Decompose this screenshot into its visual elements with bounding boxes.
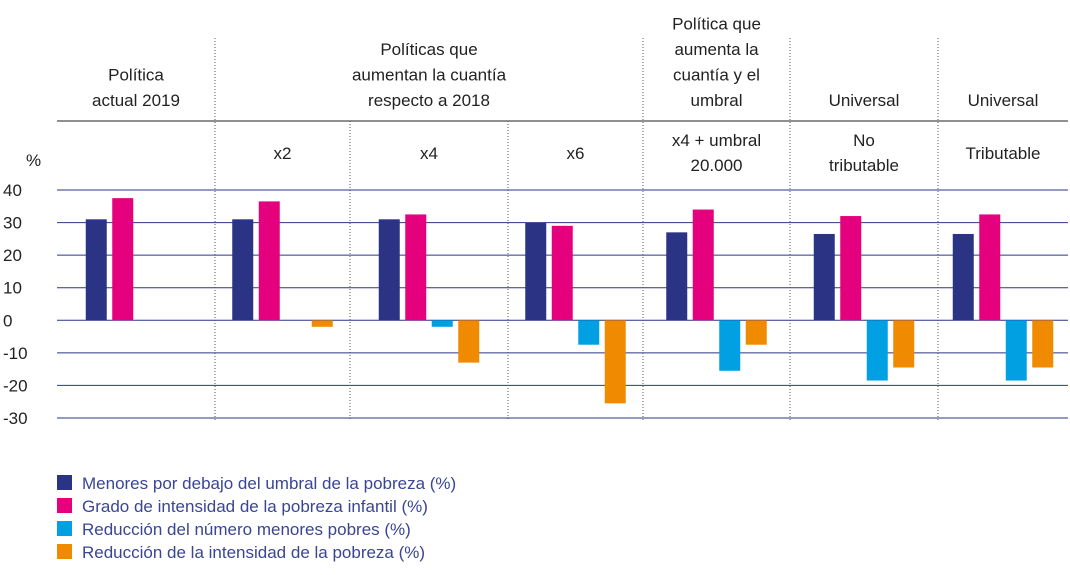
bar bbox=[311, 320, 333, 327]
bar bbox=[745, 320, 767, 345]
bar bbox=[979, 214, 1001, 321]
x-tick-label: Tributable bbox=[966, 144, 1041, 163]
bar bbox=[458, 320, 480, 363]
y-tick-label: 10 bbox=[3, 279, 22, 298]
legend-swatch bbox=[57, 475, 72, 490]
x-tick-label: x4 + umbral bbox=[672, 131, 761, 150]
bar bbox=[719, 320, 741, 371]
bar bbox=[866, 320, 888, 381]
y-tick-label: -30 bbox=[3, 409, 28, 428]
group-header: aumentan la cuantía bbox=[352, 66, 507, 85]
x-tick-label: x4 bbox=[420, 144, 438, 163]
x-tick-label: No bbox=[853, 131, 875, 150]
legend-label: Grado de intensidad de la pobreza infant… bbox=[82, 497, 428, 516]
bar bbox=[232, 219, 254, 321]
bar bbox=[604, 320, 626, 404]
legend-swatch bbox=[57, 544, 72, 559]
bar bbox=[692, 209, 714, 321]
group-header: Políticas que bbox=[380, 40, 477, 59]
y-axis-label: % bbox=[26, 151, 41, 170]
bar bbox=[405, 214, 427, 321]
bar bbox=[525, 222, 547, 321]
group-header: Universal bbox=[968, 91, 1039, 110]
legend-label: Reducción de la intensidad de la pobreza… bbox=[82, 543, 425, 562]
bar bbox=[1005, 320, 1027, 381]
group-header: cuantía y el bbox=[673, 66, 760, 85]
bar bbox=[378, 219, 400, 321]
group-header: Política que bbox=[672, 15, 761, 34]
legend-swatch bbox=[57, 521, 72, 536]
group-header: aumenta la bbox=[674, 40, 759, 59]
y-tick-label: 0 bbox=[3, 311, 12, 330]
bar bbox=[431, 320, 453, 327]
bar bbox=[666, 232, 688, 321]
y-tick-label: -20 bbox=[3, 376, 28, 395]
y-tick-label: -10 bbox=[3, 344, 28, 363]
group-header: respecto a 2018 bbox=[368, 91, 490, 110]
bar bbox=[840, 216, 862, 321]
bar bbox=[258, 201, 280, 321]
x-tick-label: x6 bbox=[567, 144, 585, 163]
x-tick-label: x2 bbox=[274, 144, 292, 163]
y-tick-label: 40 bbox=[3, 181, 22, 200]
bar bbox=[952, 233, 974, 321]
bar bbox=[112, 198, 134, 321]
bar bbox=[85, 219, 107, 321]
legend-swatch bbox=[57, 498, 72, 513]
x-tick-label: 20.000 bbox=[691, 156, 743, 175]
y-tick-label: 30 bbox=[3, 214, 22, 233]
group-header: umbral bbox=[691, 91, 743, 110]
bar bbox=[551, 225, 573, 321]
legend-label: Reducción del número menores pobres (%) bbox=[82, 520, 411, 539]
legend-label: Menores por debajo del umbral de la pobr… bbox=[82, 474, 456, 493]
bar bbox=[813, 233, 835, 321]
bar bbox=[893, 320, 915, 368]
group-header: Política bbox=[108, 66, 164, 85]
bar bbox=[578, 320, 600, 345]
group-header: actual 2019 bbox=[92, 91, 180, 110]
x-tick-label: tributable bbox=[829, 156, 899, 175]
y-tick-label: 20 bbox=[3, 246, 22, 265]
bar bbox=[1032, 320, 1054, 368]
group-header: Universal bbox=[829, 91, 900, 110]
